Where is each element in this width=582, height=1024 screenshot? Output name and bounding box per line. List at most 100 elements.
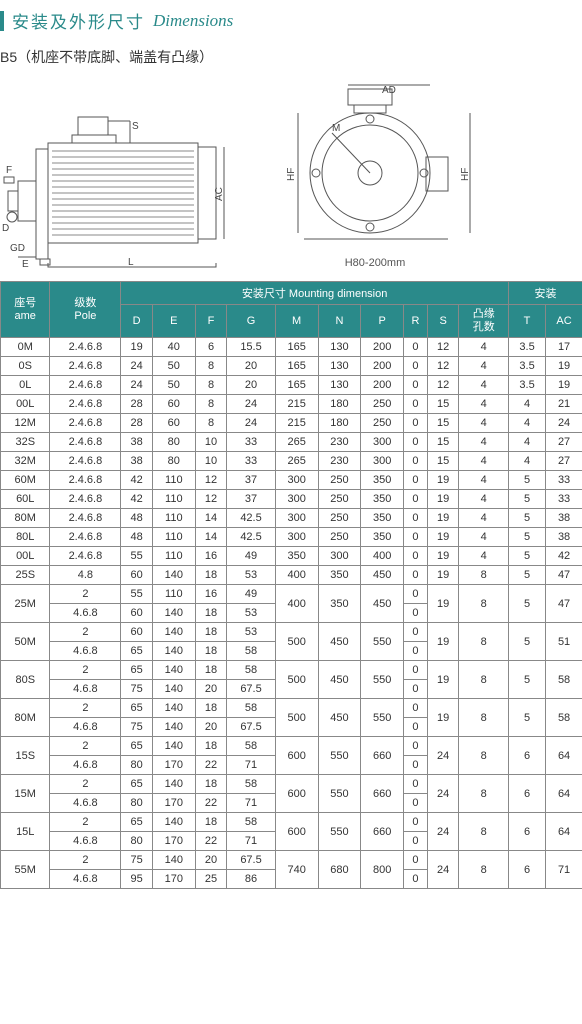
cell: 2 [50,851,121,870]
cell: 80M [1,509,50,528]
cell: 0 [404,490,428,509]
cell: 60L [1,490,50,509]
cell: 0 [404,509,428,528]
cell: 58 [227,737,275,756]
cell: 2.4.6.8 [50,509,121,528]
cell: 2.4.6.8 [50,414,121,433]
cell: 2.4.6.8 [50,395,121,414]
cell: 5 [508,547,545,566]
cell: 27 [546,433,582,452]
cell: 4.6.8 [50,718,121,737]
cell: 4.6.8 [50,680,121,699]
cell: 0 [404,756,428,775]
cell: 2.4.6.8 [50,357,121,376]
cell: 500 [275,699,318,737]
front-caption: H80-200mm [345,257,406,269]
cell: 170 [152,832,195,851]
cell: 58 [546,661,582,699]
cell: 60 [152,395,195,414]
cell: 80S [1,661,50,699]
cell: 65 [121,699,153,718]
table-row: 80L2.4.6.8481101442.53002503500194538 [1,528,582,547]
cell: 4 [508,433,545,452]
cell: 65 [121,642,153,661]
cell: 12 [427,357,459,376]
cell: 300 [275,490,318,509]
section-title: 安装及外形尺寸 Dimensions [0,0,582,43]
cell: 2.4.6.8 [50,471,121,490]
cell: 4 [508,414,545,433]
cell: 20 [227,357,275,376]
cell: 130 [318,357,361,376]
cell: 64 [546,813,582,851]
cell: 170 [152,756,195,775]
cell: 4 [459,376,508,395]
cell: 25S [1,566,50,585]
table-row: 80M26514018585004505500198558 [1,699,582,718]
cell: 58 [227,813,275,832]
cell: 6 [508,737,545,775]
cell: 24 [427,851,459,889]
cell: 20 [227,376,275,395]
cell: 0 [404,452,428,471]
cell: 140 [152,699,195,718]
cell: 64 [546,737,582,775]
cell: 0 [404,547,428,566]
cell: 110 [152,490,195,509]
th-S: S [427,305,459,338]
cell: 80 [152,452,195,471]
cell: 42 [546,547,582,566]
cell: 33 [227,433,275,452]
cell: 4 [459,547,508,566]
cell: 8 [459,737,508,775]
cell: 0 [404,832,428,851]
cell: 2.4.6.8 [50,490,121,509]
cell: 55M [1,851,50,889]
cell: 4 [459,338,508,357]
cell: 215 [275,414,318,433]
cell: 140 [152,737,195,756]
cell: 500 [275,623,318,661]
cell: 8 [195,376,227,395]
th-group-outline: 安装 [508,282,582,305]
cell: 67.5 [227,680,275,699]
table-row: 32S2.4.6.8388010332652303000154427 [1,433,582,452]
cell: 0 [404,794,428,813]
cell: 5 [508,471,545,490]
cell: 0 [404,642,428,661]
cell: 230 [318,452,361,471]
cell: 2.4.6.8 [50,338,121,357]
cell: 0 [404,870,428,889]
cell: 60M [1,471,50,490]
cell: 250 [318,471,361,490]
cell: 130 [318,376,361,395]
cell: 10 [195,452,227,471]
cell: 140 [152,851,195,870]
cell: 0 [404,680,428,699]
table-row: 15L26514018586005506600248664 [1,813,582,832]
cell: 6 [508,775,545,813]
cell: 300 [275,528,318,547]
cell: 350 [361,509,404,528]
cell: 250 [318,509,361,528]
cell: 265 [275,452,318,471]
th-E: E [152,305,195,338]
cell: 18 [195,813,227,832]
cell: 0 [404,661,428,680]
cell: 550 [318,813,361,851]
cell: 450 [318,661,361,699]
cell: 4.6.8 [50,832,121,851]
cell: 55 [121,547,153,566]
cell: 140 [152,661,195,680]
table-row: 00L2.4.6.85511016493503004000194542 [1,547,582,566]
th-P: P [361,305,404,338]
cell: 67.5 [227,851,275,870]
cell: 140 [152,604,195,623]
cell: 80M [1,699,50,737]
cell: 4 [508,395,545,414]
cell: 80 [121,794,153,813]
cell: 19 [427,509,459,528]
cell: 2 [50,661,121,680]
cell: 8 [459,813,508,851]
cell: 0 [404,395,428,414]
